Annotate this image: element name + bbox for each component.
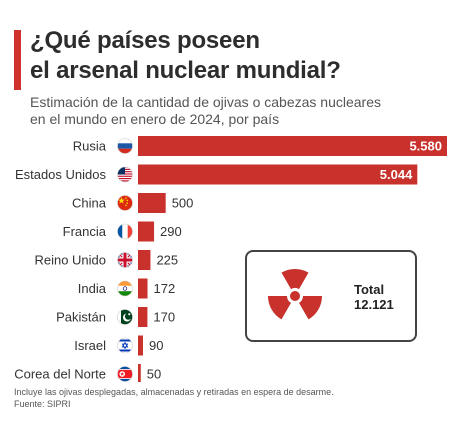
bar-china bbox=[138, 193, 166, 213]
bar-estados-unidos bbox=[138, 164, 418, 185]
radiation-icon bbox=[268, 269, 322, 320]
title-accent-bar bbox=[14, 30, 21, 90]
bar-corea-del-norte bbox=[138, 364, 141, 382]
category-label-rusia: Rusia bbox=[73, 139, 107, 154]
category-label-israel: Israel bbox=[74, 338, 106, 353]
subtitle-line-2: en el mundo en enero de 2024, por país bbox=[30, 111, 280, 127]
subtitle-line-1: Estimación de la cantidad de ojivas o ca… bbox=[30, 94, 381, 110]
total-value: 12.121 bbox=[354, 297, 394, 312]
india-flag-icon bbox=[117, 280, 133, 297]
title-line-1: ¿Qué países poseen bbox=[30, 27, 260, 54]
category-label-francia: Francia bbox=[63, 224, 107, 239]
france-flag-icon bbox=[117, 223, 133, 240]
russia-flag-icon bbox=[117, 138, 133, 154]
category-label-china: China bbox=[72, 196, 107, 211]
chart-subtitle: Estimación de la cantidad de ojivas o ca… bbox=[30, 94, 445, 128]
uk-flag-icon bbox=[117, 252, 133, 268]
category-label-estados-unidos: Estados Unidos bbox=[15, 167, 107, 182]
footnote-note: Incluye las ojivas desplegadas, almacena… bbox=[14, 387, 334, 397]
pakistan-flag-icon bbox=[117, 309, 133, 325]
total-box bbox=[245, 250, 417, 342]
value-label-reino-unido: 225 bbox=[156, 253, 178, 268]
title-line-2: el arsenal nuclear mundial? bbox=[30, 57, 341, 84]
north-korea-flag-icon bbox=[117, 366, 133, 382]
bar-rusia bbox=[138, 136, 447, 156]
value-label-estados-unidos: 5.044 bbox=[380, 167, 413, 182]
bar-israel bbox=[138, 335, 143, 356]
bar-reino-unido bbox=[138, 250, 151, 270]
israel-flag-icon bbox=[117, 337, 133, 354]
value-label-india: 172 bbox=[154, 281, 176, 296]
value-label-corea-del-norte: 50 bbox=[147, 367, 161, 382]
value-label-francia: 290 bbox=[160, 224, 182, 239]
category-label-pakistan: Pakistán bbox=[56, 310, 106, 325]
total-label: Total bbox=[354, 282, 385, 297]
bar-india bbox=[138, 278, 148, 299]
footnote-source: Fuente: SIPRI bbox=[14, 399, 71, 409]
category-label-corea-del-norte: Corea del Norte bbox=[14, 367, 106, 382]
bar-chart: Rusia 5.580 Estados Unidos 5.044 China 500 Fra… bbox=[14, 136, 447, 382]
chart-title: ¿Qué países poseen el arsenal nuclear mu… bbox=[30, 26, 445, 86]
value-label-pakistan: 170 bbox=[153, 310, 175, 325]
value-label-rusia: 5.580 bbox=[409, 139, 442, 154]
value-label-china: 500 bbox=[172, 196, 194, 211]
category-label-india: India bbox=[78, 281, 107, 296]
value-label-israel: 90 bbox=[149, 338, 163, 353]
usa-flag-icon bbox=[117, 166, 133, 183]
bar-francia bbox=[138, 221, 155, 242]
bar-pakistan bbox=[138, 307, 148, 327]
footnote: Incluye las ojivas desplegadas, almacena… bbox=[14, 386, 334, 410]
category-label-reino-unido: Reino Unido bbox=[34, 253, 106, 268]
china-flag-icon bbox=[117, 195, 133, 211]
